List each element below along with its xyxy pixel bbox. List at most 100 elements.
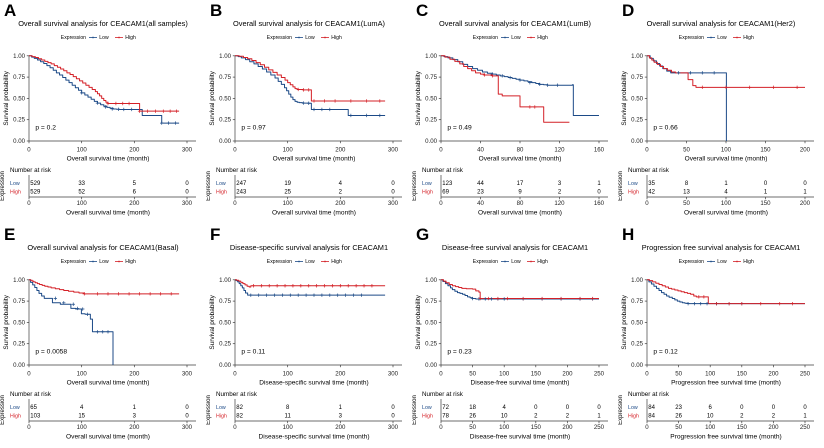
svg-text:Disease-free survival time (mo: Disease-free survival time (month) <box>471 380 570 387</box>
svg-text:0: 0 <box>27 424 31 431</box>
svg-text:Expression: Expression <box>61 35 86 41</box>
svg-text:103: 103 <box>30 414 41 420</box>
svg-text:Number at risk: Number at risk <box>10 391 52 398</box>
svg-text:0: 0 <box>772 405 776 411</box>
svg-text:0: 0 <box>233 371 237 378</box>
svg-text:200: 200 <box>562 371 573 378</box>
svg-text:4: 4 <box>724 190 728 196</box>
svg-text:Low: Low <box>717 259 727 265</box>
svg-text:26: 26 <box>469 414 476 420</box>
svg-text:35: 35 <box>648 181 655 187</box>
svg-text:0.25: 0.25 <box>219 117 231 124</box>
svg-text:0.00: 0.00 <box>219 362 231 369</box>
svg-text:50: 50 <box>675 371 682 378</box>
svg-text:1: 1 <box>597 414 601 420</box>
svg-text:0.75: 0.75 <box>425 74 437 81</box>
svg-text:0.50: 0.50 <box>219 95 231 102</box>
svg-text:0.75: 0.75 <box>219 74 231 81</box>
svg-text:High: High <box>537 259 548 265</box>
svg-text:250: 250 <box>594 424 605 431</box>
svg-text:0: 0 <box>597 405 601 411</box>
svg-text:50: 50 <box>675 424 682 431</box>
svg-text:529: 529 <box>30 190 41 196</box>
svg-text:200: 200 <box>129 147 140 154</box>
svg-text:4: 4 <box>80 405 84 411</box>
svg-text:4: 4 <box>339 181 343 187</box>
svg-text:Survival probability: Survival probability <box>621 70 628 125</box>
svg-text:0: 0 <box>27 147 31 154</box>
svg-text:65: 65 <box>30 405 37 411</box>
svg-text:Number at risk: Number at risk <box>628 167 670 174</box>
svg-text:Survival probability: Survival probability <box>3 294 10 349</box>
svg-text:100: 100 <box>283 424 294 431</box>
svg-text:13: 13 <box>683 190 690 196</box>
svg-text:Overall survival time (month): Overall survival time (month) <box>67 156 150 163</box>
svg-text:0: 0 <box>597 190 601 196</box>
svg-text:0.25: 0.25 <box>219 341 231 348</box>
svg-text:300: 300 <box>182 147 193 154</box>
svg-text:26: 26 <box>675 414 682 420</box>
svg-text:4: 4 <box>503 405 507 411</box>
svg-text:Expression: Expression <box>61 259 86 265</box>
svg-text:Low: Low <box>216 405 226 411</box>
svg-text:High: High <box>216 190 227 196</box>
svg-text:Low: Low <box>717 35 727 41</box>
svg-text:9: 9 <box>518 190 522 196</box>
svg-text:0: 0 <box>391 190 395 196</box>
svg-text:Low: Low <box>628 181 638 187</box>
svg-text:Low: Low <box>99 259 109 265</box>
svg-text:0: 0 <box>391 181 395 187</box>
svg-text:300: 300 <box>388 424 399 431</box>
svg-text:2: 2 <box>534 414 538 420</box>
svg-text:0.75: 0.75 <box>631 74 643 81</box>
svg-text:0.75: 0.75 <box>13 298 25 305</box>
svg-text:Disease-free survival time (mo: Disease-free survival time (month) <box>470 433 570 440</box>
svg-text:1: 1 <box>724 181 728 187</box>
svg-text:Number at risk: Number at risk <box>628 391 670 398</box>
svg-text:Low: Low <box>99 35 109 41</box>
svg-text:6: 6 <box>709 405 713 411</box>
svg-text:40: 40 <box>477 200 484 207</box>
svg-text:6: 6 <box>133 190 137 196</box>
svg-text:Number at risk: Number at risk <box>422 167 464 174</box>
svg-text:1: 1 <box>803 190 807 196</box>
svg-text:300: 300 <box>182 424 193 431</box>
svg-text:0: 0 <box>534 405 538 411</box>
svg-text:0.00: 0.00 <box>631 362 643 369</box>
svg-text:1.00: 1.00 <box>631 53 643 60</box>
svg-text:0: 0 <box>764 181 768 187</box>
svg-text:200: 200 <box>335 424 346 431</box>
svg-text:0: 0 <box>740 405 744 411</box>
svg-text:Expression: Expression <box>618 171 624 201</box>
svg-text:0.50: 0.50 <box>425 95 437 102</box>
svg-text:100: 100 <box>705 371 716 378</box>
svg-text:0.00: 0.00 <box>13 138 25 145</box>
svg-text:High: High <box>125 259 136 265</box>
svg-text:243: 243 <box>236 190 247 196</box>
svg-text:Number at risk: Number at risk <box>10 167 52 174</box>
svg-text:150: 150 <box>760 147 771 154</box>
svg-text:Expression: Expression <box>679 259 704 265</box>
svg-text:p = 0.49: p = 0.49 <box>447 125 472 132</box>
svg-text:250: 250 <box>800 371 811 378</box>
svg-text:0.00: 0.00 <box>13 362 25 369</box>
svg-text:11: 11 <box>285 414 292 420</box>
svg-text:17: 17 <box>517 181 524 187</box>
svg-text:120: 120 <box>554 147 565 154</box>
svg-text:p = 0.11: p = 0.11 <box>241 349 265 356</box>
svg-text:Expression: Expression <box>618 395 624 425</box>
svg-text:50: 50 <box>469 424 476 431</box>
svg-text:p = 0.66: p = 0.66 <box>653 125 678 132</box>
svg-text:Survival probability: Survival probability <box>415 294 422 349</box>
svg-text:0.50: 0.50 <box>219 319 231 326</box>
svg-text:84: 84 <box>648 414 655 420</box>
svg-text:100: 100 <box>499 371 510 378</box>
svg-text:High: High <box>422 414 433 420</box>
svg-text:10: 10 <box>501 414 508 420</box>
svg-text:200: 200 <box>768 371 779 378</box>
svg-text:150: 150 <box>531 424 542 431</box>
svg-text:80: 80 <box>517 147 524 154</box>
svg-text:0: 0 <box>185 190 189 196</box>
svg-text:Survival probability: Survival probability <box>209 70 216 125</box>
svg-text:300: 300 <box>182 371 193 378</box>
